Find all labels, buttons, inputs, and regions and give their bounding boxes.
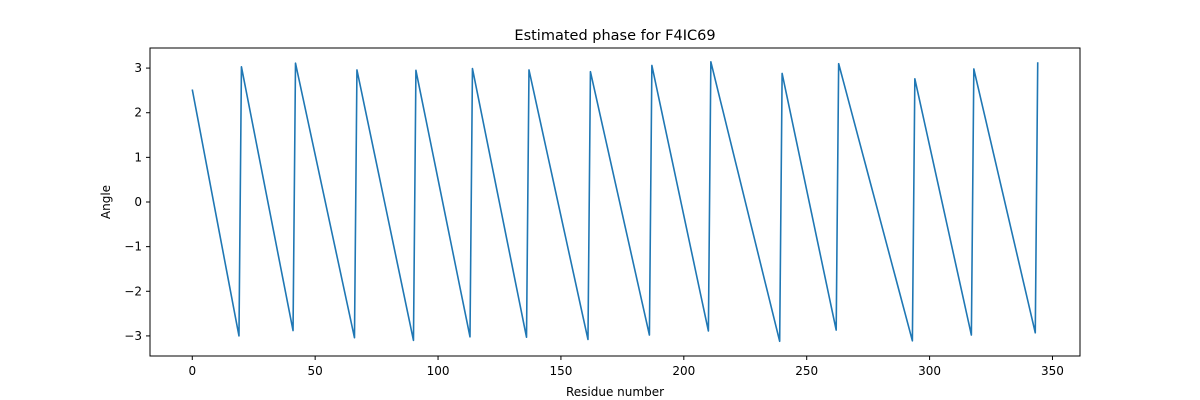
- x-tick-label: 100: [427, 364, 450, 378]
- y-tick-label: 0: [134, 195, 142, 209]
- y-tick-label: −2: [124, 284, 142, 298]
- y-tick-label: −3: [124, 329, 142, 343]
- y-tick-label: 1: [134, 150, 142, 164]
- plot-area: [191, 61, 1039, 343]
- y-axis-title: Angle: [99, 185, 113, 219]
- y-tick-label: −1: [124, 240, 142, 254]
- x-axis: 0 50 100 150 200 250 300 350: [188, 356, 1064, 378]
- y-tick-label: 3: [134, 61, 142, 75]
- y-axis: −3 −2 −1 0 1 2 3: [124, 61, 150, 343]
- chart-title: Estimated phase for F4IC69: [514, 28, 715, 44]
- y-tick-label: 2: [134, 106, 142, 120]
- x-axis-title: Residue number: [566, 385, 664, 399]
- plot-frame: [149, 47, 1081, 357]
- x-tick-label: 150: [549, 364, 572, 378]
- x-tick-label: 200: [672, 364, 695, 378]
- x-tick-label: 0: [188, 364, 196, 378]
- phase-series-line: [191, 61, 1039, 343]
- x-tick-label: 250: [795, 364, 818, 378]
- x-tick-label: 350: [1041, 364, 1064, 378]
- x-tick-label: 300: [918, 364, 941, 378]
- x-tick-label: 50: [308, 364, 323, 378]
